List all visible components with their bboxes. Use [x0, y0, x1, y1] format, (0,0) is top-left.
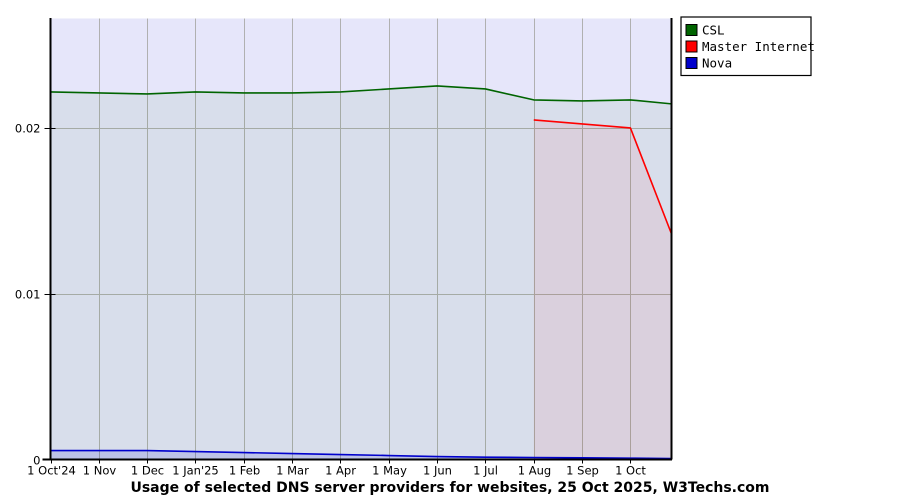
- legend-swatch-nova: [685, 57, 698, 69]
- series-area-master-internet: [533, 119, 672, 460]
- plot-area-background: [50, 18, 672, 460]
- x-tick-label: 1 Sep: [566, 464, 599, 478]
- chart-caption: Usage of selected DNS server providers f…: [130, 480, 769, 496]
- series-line-master-internet: [533, 119, 673, 235]
- x-axis-tick-labels: 1 Oct'24 1 Nov 1 Dec 1 Jan'25 1 Feb 1 Mar 1 Ap…: [27, 464, 646, 478]
- x-tick-label: 1 Jan'25: [172, 464, 219, 478]
- x-tick-label: 1 Aug: [518, 464, 551, 478]
- x-tick-label: 1 May: [372, 464, 407, 478]
- series-lines: [50, 85, 673, 460]
- y-tick-label: 0: [33, 454, 40, 468]
- x-tick-label: 1 Oct: [615, 464, 646, 478]
- axes: [42, 18, 673, 464]
- series-area-csl: [50, 85, 672, 460]
- legend-label-master-internet: Master Internet: [702, 39, 815, 54]
- x-tick-label: 1 Oct'24: [27, 464, 76, 478]
- series-line-nova: [50, 449, 672, 460]
- y-tick-label: 0.01: [15, 288, 41, 302]
- x-tick-label: 1 Mar: [276, 464, 309, 478]
- legend-background: [680, 16, 812, 77]
- legend-label-nova: Nova: [702, 56, 732, 71]
- x-tick-label: 1 Jul: [473, 464, 498, 478]
- x-tick-label: 1 Jun: [423, 464, 452, 478]
- series-area-fills: [50, 85, 672, 460]
- y-tick-label: 0.02: [15, 122, 41, 136]
- x-tick-label: 1 Nov: [83, 464, 117, 478]
- x-tick-label: 1 Apr: [325, 464, 356, 478]
- y-axis-tick-labels: 0 0.01 0.02: [15, 122, 41, 468]
- legend-swatch-master-internet: [685, 40, 698, 53]
- series-line-csl: [50, 85, 672, 105]
- x-tick-label: 1 Feb: [229, 464, 260, 478]
- x-tick-label: 1 Dec: [131, 464, 164, 478]
- legend-label-csl: CSL: [702, 23, 725, 38]
- legend-swatch-csl: [685, 24, 698, 36]
